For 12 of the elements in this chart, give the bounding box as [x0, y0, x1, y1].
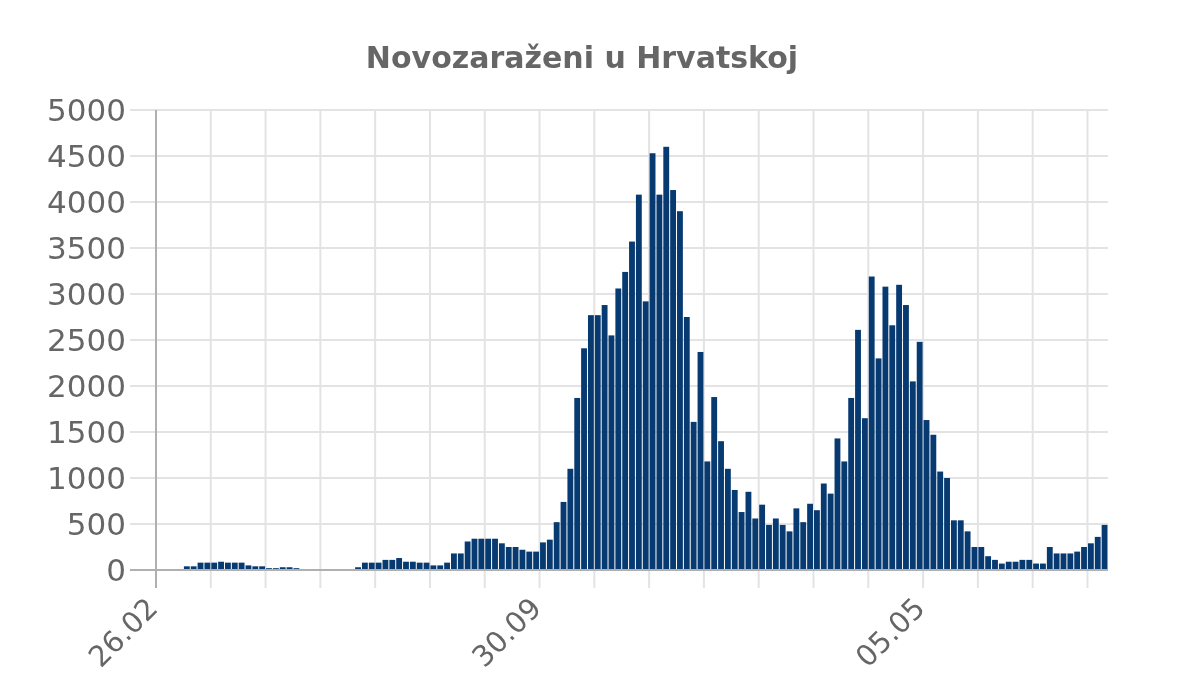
y-tick-label: 5000 [47, 92, 126, 129]
y-tick-label: 3500 [47, 230, 126, 267]
y-tick-label: 3000 [47, 276, 126, 313]
y-tick-label: 500 [66, 506, 126, 543]
y-tick-label: 0 [106, 552, 126, 589]
y-tick-label: 4000 [47, 184, 126, 221]
chart-title: Novozaraženi u Hrvatskoj [365, 40, 799, 75]
y-tick-label: 1000 [47, 460, 126, 497]
y-tick-label: 2500 [47, 322, 126, 359]
y-tick-label: 4500 [47, 138, 126, 175]
y-tick-label: 1500 [47, 414, 126, 451]
y-tick-label: 2000 [47, 368, 126, 405]
